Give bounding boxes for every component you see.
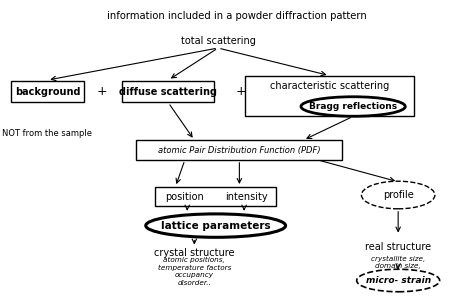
FancyBboxPatch shape — [11, 81, 84, 102]
Text: intensity: intensity — [225, 191, 268, 202]
Text: crystallite size,
domain size,: crystallite size, domain size, — [371, 256, 425, 269]
Text: diffuse scattering: diffuse scattering — [119, 86, 217, 97]
Text: total scattering: total scattering — [181, 35, 255, 46]
Ellipse shape — [301, 97, 405, 116]
Ellipse shape — [356, 269, 439, 292]
FancyBboxPatch shape — [155, 187, 276, 206]
Text: Bragg reflections: Bragg reflections — [309, 102, 397, 111]
Text: +: + — [236, 85, 246, 98]
Text: background: background — [15, 86, 80, 97]
Text: information included in a powder diffraction pattern: information included in a powder diffrac… — [107, 11, 367, 21]
FancyBboxPatch shape — [136, 140, 342, 160]
Text: position: position — [165, 191, 204, 202]
Ellipse shape — [361, 181, 435, 209]
Text: profile: profile — [383, 190, 413, 200]
Text: atomic Pair Distribution Function (PDF): atomic Pair Distribution Function (PDF) — [158, 146, 321, 154]
FancyBboxPatch shape — [122, 81, 214, 102]
Text: real structure: real structure — [365, 242, 431, 253]
Text: NOT from the sample: NOT from the sample — [2, 129, 92, 138]
FancyBboxPatch shape — [246, 76, 413, 116]
Text: atomic positions,
temperature factors
occupancy
disorder..: atomic positions, temperature factors oc… — [158, 257, 231, 286]
Ellipse shape — [146, 214, 285, 237]
Text: characteristic scattering: characteristic scattering — [270, 81, 389, 92]
Text: crystal structure: crystal structure — [154, 248, 235, 259]
Text: micro- strain: micro- strain — [365, 276, 431, 285]
Text: lattice parameters: lattice parameters — [161, 220, 271, 231]
Text: +: + — [97, 85, 107, 98]
